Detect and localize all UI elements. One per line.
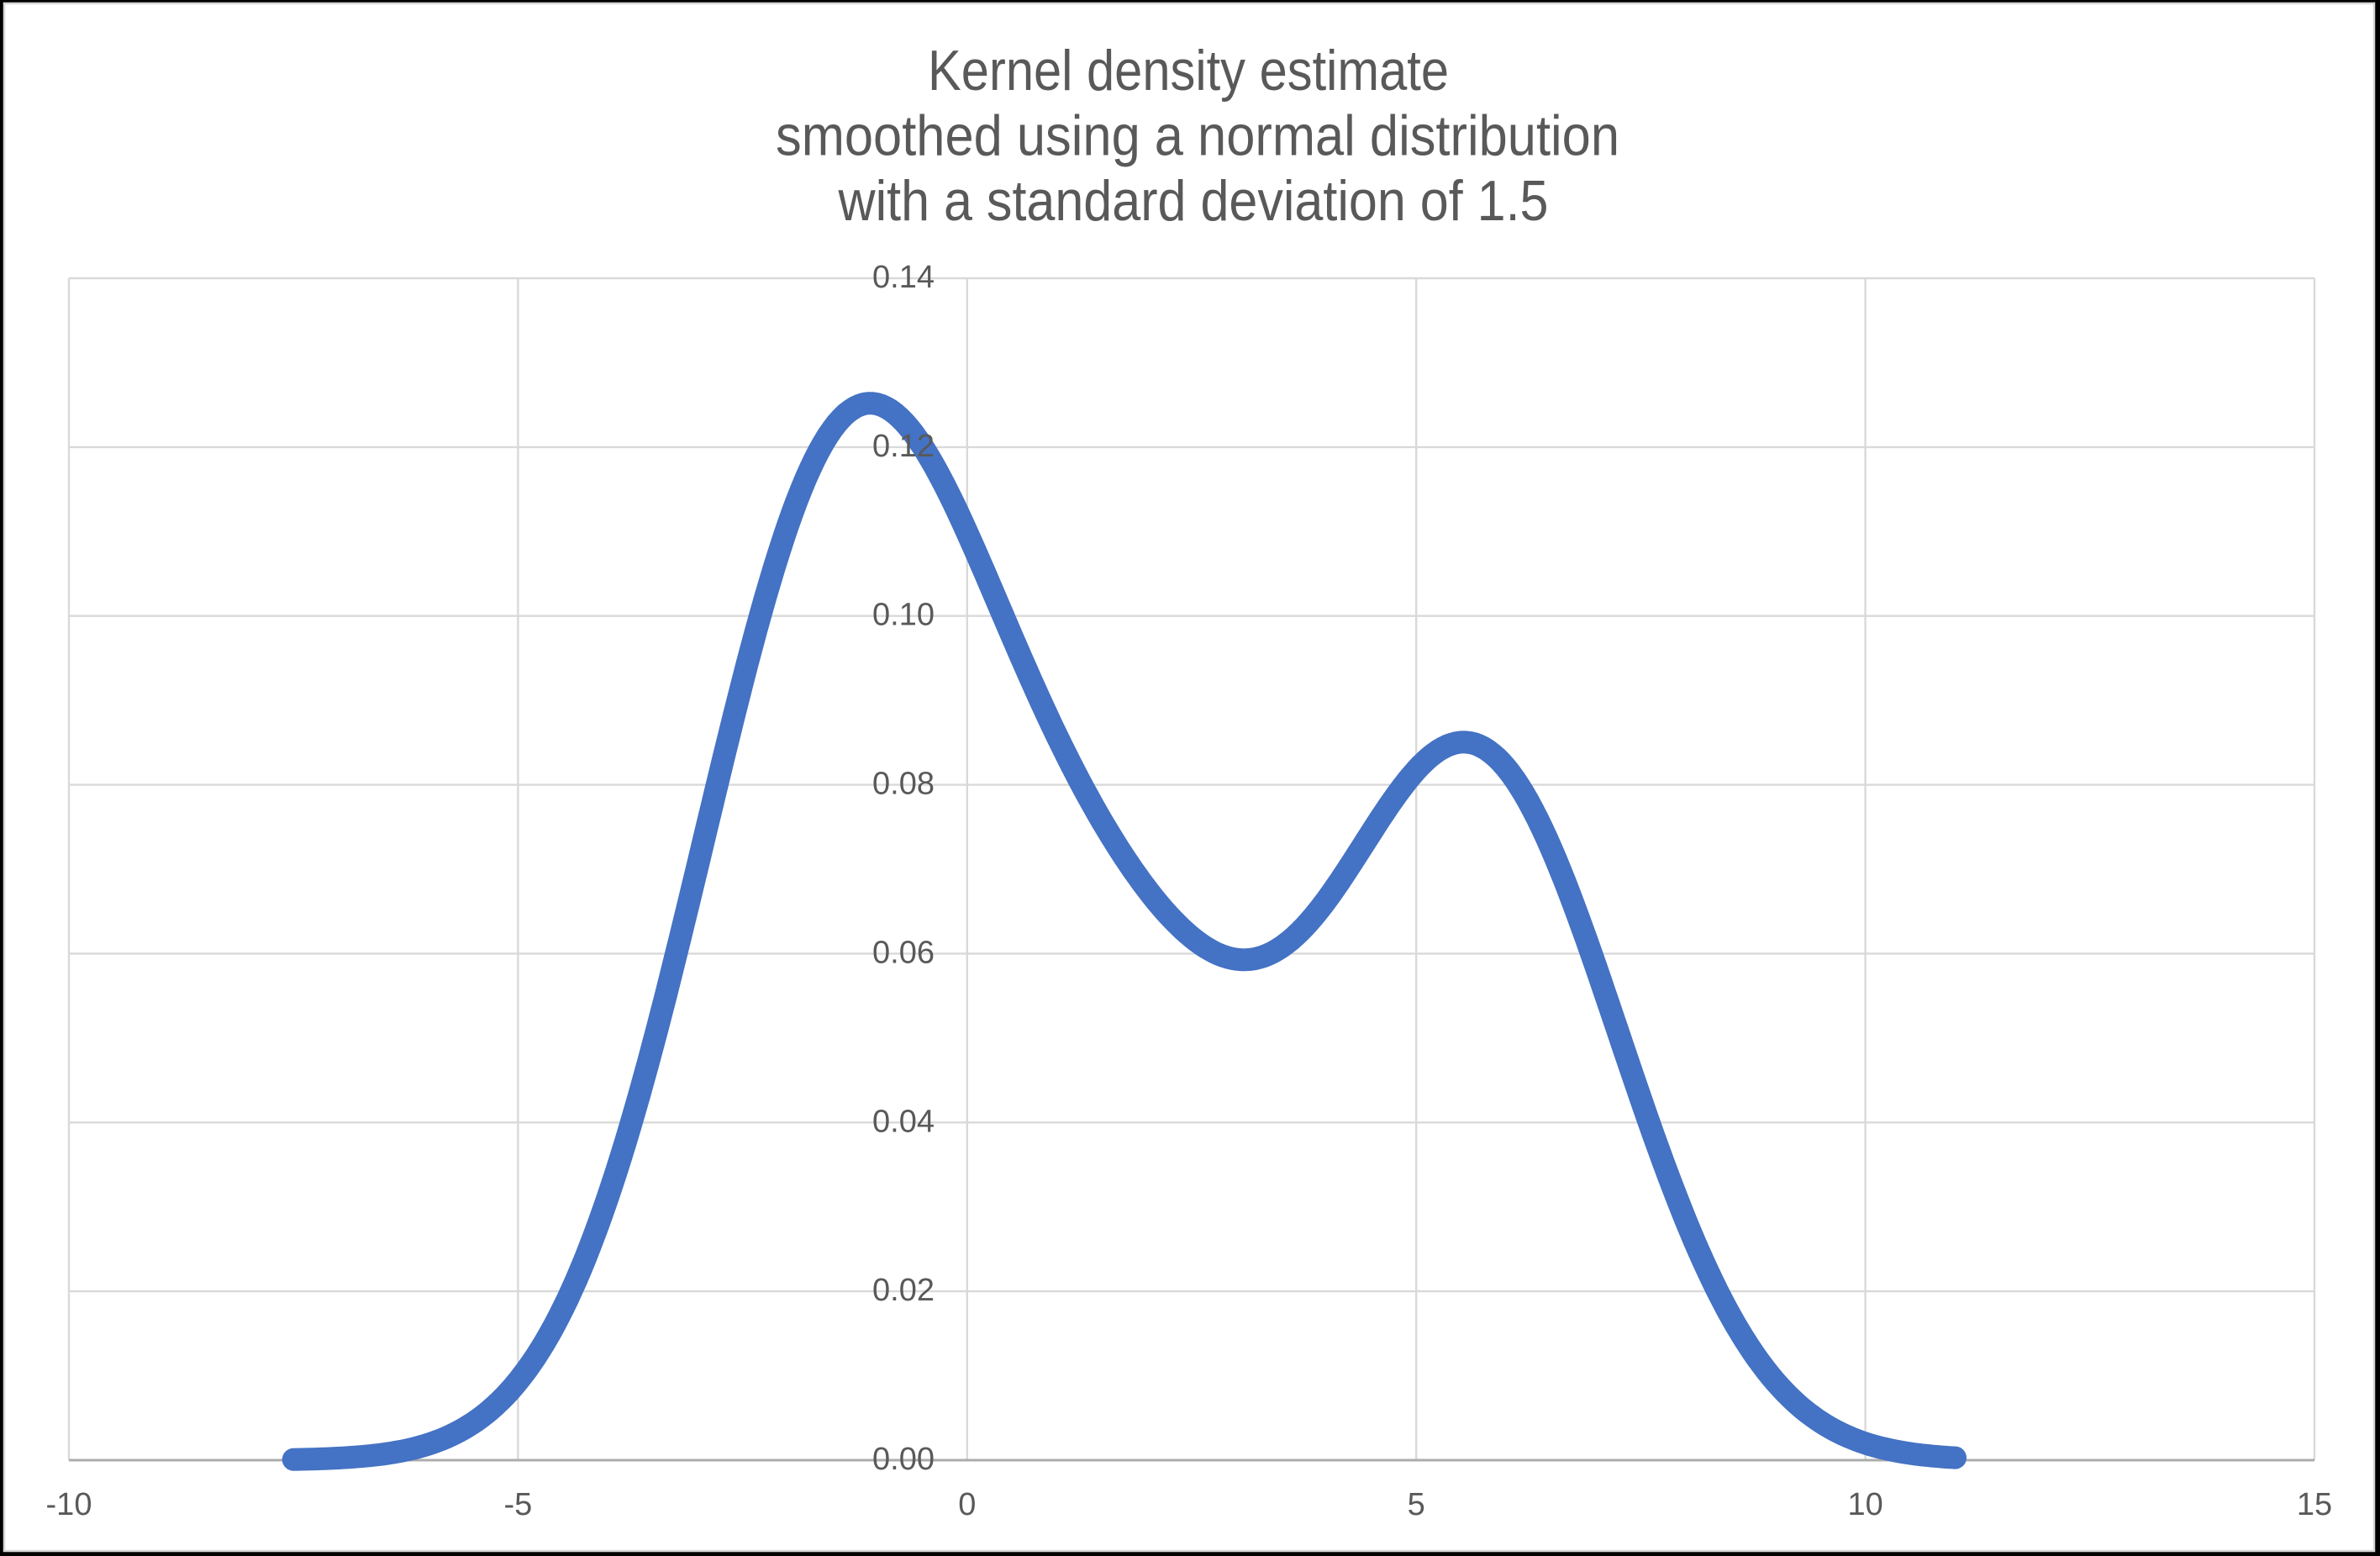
svg-text:0.06: 0.06 [872,935,935,970]
svg-text:0.02: 0.02 [872,1273,935,1308]
svg-text:-5: -5 [504,1487,533,1522]
svg-text:15: 15 [2297,1487,2332,1522]
svg-text:0.10: 0.10 [872,598,935,633]
svg-text:-10: -10 [46,1487,92,1522]
svg-text:0.14: 0.14 [872,260,935,295]
svg-text:Kernel density estimate: Kernel density estimate [928,39,1449,103]
svg-text:smoothed using a normal distri: smoothed using a normal distribution [776,104,1619,168]
svg-text:0.12: 0.12 [872,429,935,464]
svg-text:0.08: 0.08 [872,767,935,802]
svg-text:with a standard deviation of 1: with a standard deviation of 1.5 [838,169,1549,233]
svg-text:0: 0 [958,1487,976,1522]
svg-text:0.00: 0.00 [872,1442,935,1477]
svg-text:5: 5 [1408,1487,1425,1522]
svg-text:0.04: 0.04 [872,1104,935,1139]
svg-text:10: 10 [1847,1487,1882,1522]
